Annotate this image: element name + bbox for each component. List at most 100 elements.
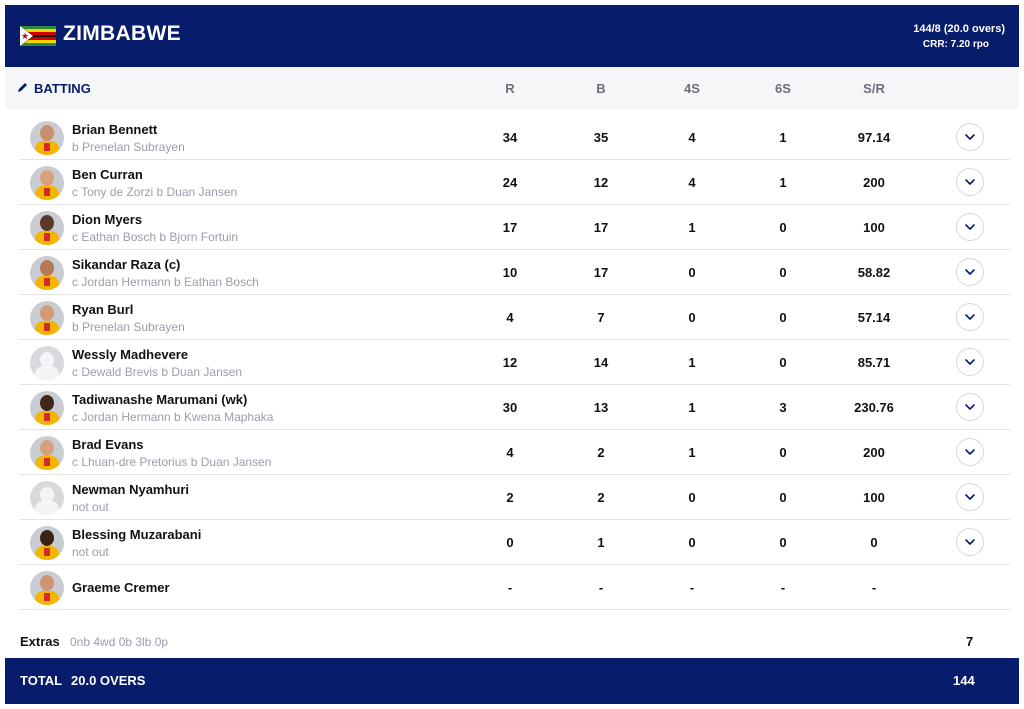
- player-avatar: [30, 391, 64, 425]
- expand-row-button[interactable]: [956, 303, 984, 331]
- player-name[interactable]: Graeme Cremer: [72, 580, 170, 595]
- balls-cell: -: [598, 580, 604, 595]
- chevron-down-icon: [965, 449, 975, 455]
- expand-row-button[interactable]: [956, 213, 984, 241]
- player-name[interactable]: Ryan Burl: [72, 302, 134, 317]
- column-header-strike-rate: S/R: [863, 81, 885, 96]
- runs-cell: 2: [506, 490, 514, 505]
- expand-row-button[interactable]: [956, 123, 984, 151]
- expand-row-button[interactable]: [956, 393, 984, 421]
- batter-row: Graeme Cremer - - - - -: [20, 565, 1010, 610]
- player-name[interactable]: Sikandar Raza (c): [72, 257, 181, 272]
- sixes-cell: 0: [779, 220, 787, 235]
- balls-cell: 12: [593, 175, 609, 190]
- dismissal-text: c Tony de Zorzi b Duan Jansen: [72, 185, 238, 199]
- runs-cell: 30: [502, 400, 518, 415]
- chevron-down-icon: [965, 269, 975, 275]
- player-avatar: [30, 346, 64, 380]
- dismissal-text: not out: [72, 545, 109, 559]
- extras-row: Extras 0nb 4wd 0b 3lb 0p 7: [20, 625, 1010, 655]
- player-name[interactable]: Newman Nyamhuri: [72, 482, 190, 497]
- bat-icon: [17, 82, 28, 96]
- batting-label: BATTING: [17, 81, 91, 96]
- player-name[interactable]: Brian Bennett: [72, 122, 158, 137]
- column-header-fours: 4S: [684, 81, 700, 96]
- batter-row: Tadiwanashe Marumani (wk) c Jordan Herman…: [20, 385, 1010, 430]
- player-name[interactable]: Brad Evans: [72, 437, 144, 452]
- dismissal-text: c Jordan Hermann b Kwena Maphaka: [72, 410, 274, 424]
- balls-cell: 13: [593, 400, 609, 415]
- extras-detail: 0nb 4wd 0b 3lb 0p: [70, 635, 169, 649]
- column-header-sixes: 6S: [775, 81, 791, 96]
- dismissal-text: c Dewald Brevis b Duan Jansen: [72, 365, 243, 379]
- strike-rate-cell: 200: [863, 175, 885, 190]
- fours-cell: -: [689, 580, 695, 595]
- expand-row-button[interactable]: [956, 348, 984, 376]
- player-avatar: [30, 166, 64, 200]
- runs-cell: 0: [506, 535, 514, 550]
- player-name[interactable]: Wessly Madhevere: [72, 347, 189, 362]
- balls-cell: 1: [597, 535, 605, 550]
- strike-rate-cell: 0: [870, 535, 878, 550]
- batter-row: Newman Nyamhuri not out 2 2 0 0 100: [20, 475, 1010, 520]
- expand-row-button[interactable]: [956, 258, 984, 286]
- runs-cell: 34: [502, 130, 518, 145]
- dismissal-text: not out: [72, 500, 109, 514]
- score-summary: 144/8 (20.0 overs) CRR: 7.20 rpo: [913, 21, 1005, 53]
- column-header-runs: R: [505, 81, 515, 96]
- team-name: ZIMBABWE: [63, 22, 181, 45]
- strike-rate-cell: 230.76: [854, 400, 894, 415]
- sixes-cell: 0: [779, 265, 787, 280]
- team-score: 144/8 (20.0 overs): [913, 23, 1005, 35]
- fours-cell: 0: [688, 265, 696, 280]
- chevron-down-icon: [965, 539, 975, 545]
- player-name[interactable]: Blessing Muzarabani: [72, 527, 202, 542]
- dismissal-text: b Prenelan Subrayen: [72, 140, 185, 154]
- sixes-cell: 0: [779, 445, 787, 460]
- balls-cell: 7: [597, 310, 605, 325]
- sixes-cell: 1: [779, 130, 787, 145]
- fours-cell: 1: [688, 445, 696, 460]
- column-header-balls: B: [596, 81, 606, 96]
- batter-row: Blessing Muzarabani not out 0 1 0 0 0: [20, 520, 1010, 565]
- batting-header: BATTING R B 4S 6S S/R: [5, 67, 1019, 109]
- expand-row-button[interactable]: [956, 483, 984, 511]
- runs-cell: -: [507, 580, 513, 595]
- chevron-down-icon: [965, 494, 975, 500]
- expand-row-button[interactable]: [956, 168, 984, 196]
- sixes-cell: 3: [779, 400, 787, 415]
- strike-rate-cell: 100: [863, 490, 885, 505]
- player-name[interactable]: Tadiwanashe Marumani (wk): [72, 392, 248, 407]
- batter-row: Ryan Burl b Prenelan Subrayen 4 7 0 0 57.14: [20, 295, 1010, 340]
- player-avatar: [30, 526, 64, 560]
- player-avatar: [30, 211, 64, 245]
- dismissal-text: c Jordan Hermann b Eathan Bosch: [72, 275, 259, 289]
- strike-rate-cell: 97.14: [857, 130, 891, 145]
- balls-cell: 17: [593, 265, 609, 280]
- strike-rate-cell: 57.14: [857, 310, 891, 325]
- player-avatar: [30, 256, 64, 290]
- balls-cell: 17: [593, 220, 609, 235]
- player-name[interactable]: Ben Curran: [72, 167, 143, 182]
- runs-cell: 17: [502, 220, 518, 235]
- runs-cell: 4: [506, 445, 514, 460]
- player-name[interactable]: Dion Myers: [72, 212, 143, 227]
- expand-row-button[interactable]: [956, 528, 984, 556]
- player-avatar: [30, 436, 64, 470]
- fours-cell: 1: [688, 355, 696, 370]
- strike-rate-cell: 200: [863, 445, 885, 460]
- batter-row: Wessly Madhevere c Dewald Brevis b Duan J…: [20, 340, 1010, 385]
- balls-cell: 2: [597, 445, 605, 460]
- sixes-cell: 0: [779, 355, 787, 370]
- chevron-down-icon: [965, 179, 975, 185]
- sixes-cell: 1: [779, 175, 787, 190]
- batter-row: Dion Myers c Eathan Bosch b Bjorn Fortuin…: [20, 205, 1010, 250]
- runs-cell: 24: [502, 175, 518, 190]
- player-avatar: [30, 481, 64, 515]
- expand-row-button[interactable]: [956, 438, 984, 466]
- scorecard: ★ ZIMBABWE 144/8 (20.0 overs) CRR: 7.20 …: [5, 5, 1019, 704]
- dismissal-text: c Eathan Bosch b Bjorn Fortuin: [72, 230, 239, 244]
- fours-cell: 0: [688, 490, 696, 505]
- total-overs: 20.0 OVERS: [71, 673, 146, 688]
- runs-cell: 10: [502, 265, 518, 280]
